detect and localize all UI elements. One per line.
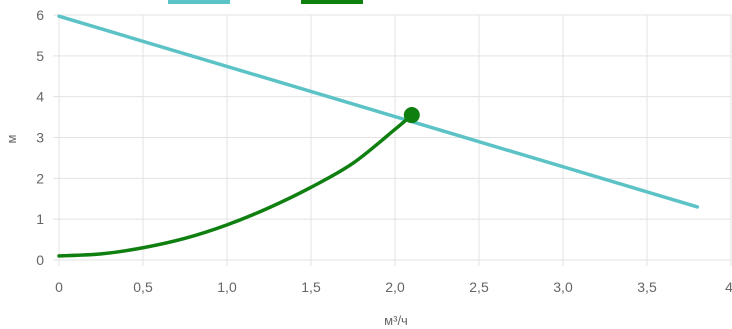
y-axis-label: м — [4, 134, 19, 143]
y-tick-label: 5 — [36, 48, 44, 64]
x-tick-label: 2,0 — [385, 279, 405, 295]
x-tick-label: 2,5 — [469, 279, 489, 295]
legend-swatch-2[interactable] — [301, 0, 363, 4]
series-line-1 — [57, 14, 700, 209]
grid — [53, 14, 732, 266]
series — [57, 14, 700, 258]
y-tick-label: 4 — [36, 89, 44, 105]
y-tick-label: 3 — [36, 130, 44, 146]
y-tick-label: 2 — [36, 170, 44, 186]
x-axis-label: м³/ч — [384, 313, 408, 328]
series-line-2 — [57, 113, 414, 258]
tick-labels: 0 0,5 1,0 1,5 2,0 2,5 3,0 3,5 4, 0 1 2 3 4 5 6 — [36, 7, 732, 295]
x-tick-label: 0 — [55, 279, 63, 295]
x-tick-label: 4, — [725, 279, 732, 295]
x-tick-label: 1,5 — [301, 279, 321, 295]
x-tick-label: 1,0 — [217, 279, 237, 295]
y-tick-label: 6 — [36, 7, 44, 23]
x-tick-label: 3,0 — [553, 279, 573, 295]
x-tick-label: 3,5 — [637, 279, 657, 295]
intersection-point — [403, 107, 420, 124]
y-tick-label: 0 — [36, 252, 44, 268]
x-tick-label: 0,5 — [133, 279, 153, 295]
y-tick-label: 1 — [36, 211, 44, 227]
legend-swatch-1[interactable] — [168, 0, 230, 4]
legend — [168, 0, 363, 4]
